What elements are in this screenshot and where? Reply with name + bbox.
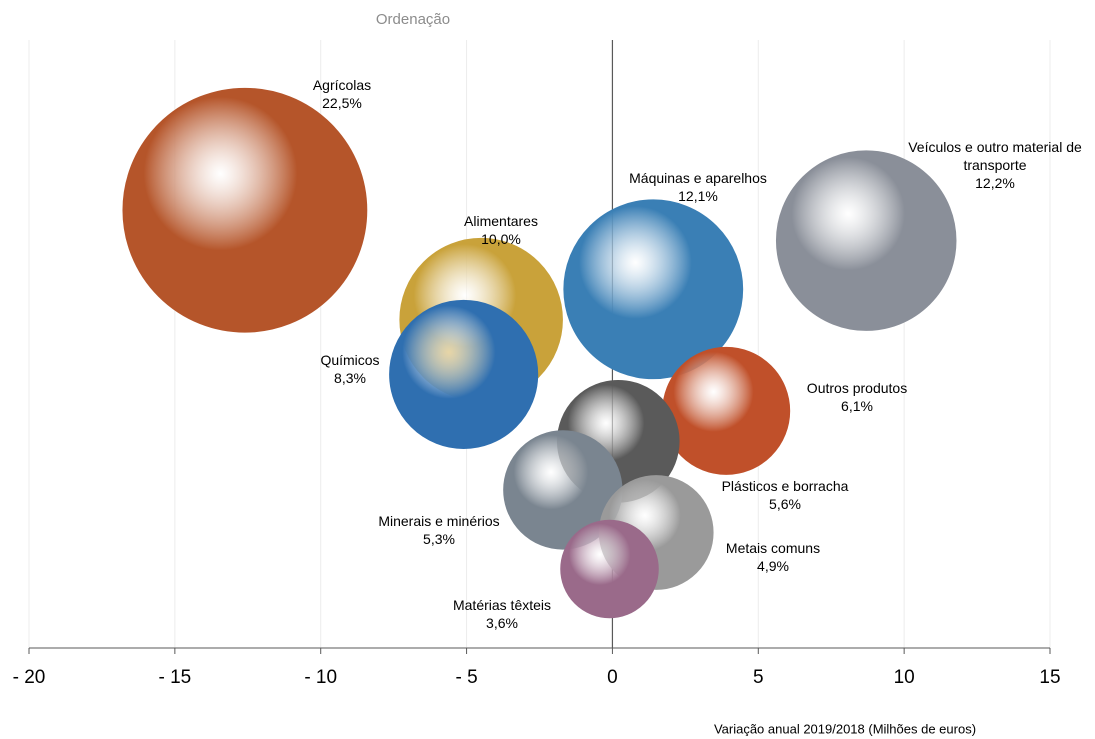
x-tick-label: - 5 — [455, 667, 477, 688]
bubble-label: Agrícolas 22,5% — [313, 76, 371, 112]
value-label: 12,1% — [678, 188, 718, 204]
bubble — [122, 87, 368, 333]
value-label: 5,3% — [423, 531, 455, 547]
x-tick-label: 5 — [753, 667, 764, 688]
value-label: 3,6% — [486, 615, 518, 631]
bubble-label: Químicos 8,3% — [320, 351, 379, 387]
bubble-label: Metais comuns 4,9% — [726, 539, 820, 575]
category-name: Alimentares — [464, 213, 538, 229]
bubble-label: Minerais e minérios 5,3% — [378, 512, 499, 548]
x-tick-label: 10 — [894, 667, 915, 688]
category-name: Agrícolas — [312, 77, 372, 93]
bubble-label: Outros produtos 6,1% — [807, 379, 907, 415]
bubble-label: Plásticos e borracha 5,6% — [722, 477, 849, 513]
bubble — [563, 199, 744, 380]
bubble-label: Veículos e outro material de transporte 1… — [890, 138, 1095, 192]
category-name: Químicos — [320, 352, 380, 368]
x-tick-label: - 10 — [304, 667, 337, 688]
x-tick-label: 0 — [607, 667, 618, 688]
category-name: Máquinas e aparelhos — [629, 170, 767, 186]
x-tick-label: 15 — [1039, 667, 1060, 688]
value-label: 22,5% — [322, 95, 362, 111]
value-label: 12,2% — [975, 175, 1015, 191]
bubble — [389, 299, 539, 449]
category-name: Matérias têxteis — [452, 597, 552, 613]
category-name: Metais comuns — [725, 540, 821, 556]
value-label: 6,1% — [841, 398, 873, 414]
x-axis-title: Variação anual 2019/2018 (Milhões de eur… — [714, 721, 976, 736]
category-name: Veículos e outro material de transporte — [908, 139, 1082, 173]
category-name: Outros produtos — [806, 380, 908, 396]
value-label: 4,9% — [757, 558, 789, 574]
value-label: 10,0% — [481, 231, 521, 247]
x-tick-label: - 20 — [13, 667, 46, 688]
category-name: Plásticos e borracha — [721, 478, 849, 494]
chart-title: Ordenação — [376, 11, 450, 28]
x-tick-label: - 15 — [158, 667, 191, 688]
bubble-label: Matérias têxteis 3,6% — [453, 596, 551, 632]
bubble — [560, 519, 659, 619]
bubble-label: Alimentares 10,0% — [464, 212, 538, 248]
bubble — [662, 346, 791, 475]
bubble-label: Máquinas e aparelhos 12,1% — [629, 169, 767, 205]
bubble — [775, 150, 957, 331]
category-name: Minerais e minérios — [378, 513, 500, 529]
value-label: 5,6% — [769, 496, 801, 512]
value-label: 8,3% — [334, 370, 366, 386]
